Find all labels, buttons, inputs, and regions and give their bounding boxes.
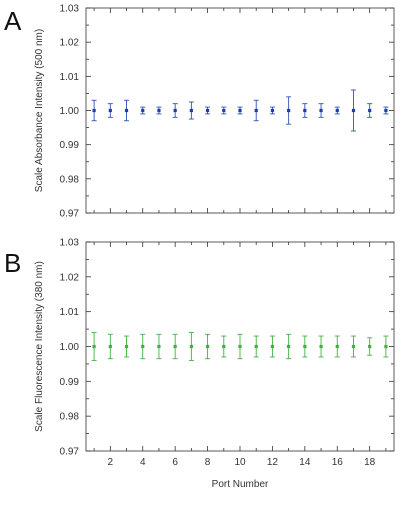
data-point: [335, 108, 339, 113]
data-point: [173, 108, 177, 113]
data-point: [351, 108, 356, 113]
x-axis-title: Port Number: [212, 479, 269, 490]
y-tick-label: 1.00: [60, 342, 80, 353]
data-point: [368, 344, 372, 349]
data-point: [189, 344, 193, 349]
data-point: [173, 344, 177, 349]
y-tick-label: 1.00: [60, 106, 80, 117]
x-tick-label: 18: [364, 457, 376, 468]
y-tick-label: 1.02: [60, 38, 80, 49]
data-point: [108, 344, 112, 349]
data-point: [222, 344, 226, 349]
data-point: [287, 344, 291, 349]
chart-panel-b: B 0.97 0.98 0.99 1.00 1.01 1.02 1.03 2 4 6 8 10 12 14 1…: [4, 238, 395, 490]
data-point: [270, 344, 275, 349]
data-point: [270, 108, 275, 113]
data-point: [124, 108, 129, 113]
data-point: [303, 344, 307, 349]
data-point: [287, 108, 291, 113]
data-point: [303, 108, 307, 113]
panel-letter: A: [4, 6, 22, 36]
data-point: [368, 108, 372, 113]
data-point: [189, 108, 193, 113]
data-point: [319, 344, 323, 349]
y-axis-title: Scale Absorbance Intensity (500 nm): [34, 29, 45, 192]
y-tick-label: 1.01: [60, 307, 80, 318]
data-point: [205, 108, 210, 113]
x-tick-label: 6: [172, 457, 178, 468]
data-point: [157, 108, 161, 113]
data-point: [384, 344, 388, 349]
y-tick-label: 1.03: [60, 4, 80, 15]
x-tick-label: 10: [234, 457, 246, 468]
x-tick-label: 16: [332, 457, 344, 468]
panel-letter: B: [4, 248, 21, 278]
y-tick-label: 1.03: [60, 238, 80, 249]
data-point: [205, 344, 210, 349]
x-tick-label: 12: [267, 457, 279, 468]
data-point: [238, 344, 242, 349]
y-tick-label: 1.02: [60, 272, 80, 283]
y-axis-title: Scale Fluorescence Intensity (380 nm): [34, 261, 45, 432]
x-tick-label: 2: [108, 457, 114, 468]
data-point: [141, 108, 145, 113]
y-tick-label: 0.99: [60, 140, 80, 151]
chart-panel-a: A 0.97 0.98 0.99 1.00 1.01 1.02 1.03 Scale Absor…: [4, 4, 395, 220]
data-point: [351, 344, 356, 349]
data-point: [254, 344, 258, 349]
x-tick-label: 4: [140, 457, 146, 468]
data-point: [384, 108, 388, 113]
data-point: [319, 108, 323, 113]
y-tick-label: 1.01: [60, 72, 80, 83]
data-point: [238, 108, 242, 113]
y-tick-label: 0.97: [60, 447, 80, 458]
x-tick-label: 8: [205, 457, 211, 468]
data-point: [92, 344, 96, 349]
data-point: [222, 108, 226, 113]
data-point: [254, 108, 258, 113]
data-point: [124, 344, 129, 349]
data-point: [108, 108, 112, 113]
y-tick-label: 0.97: [60, 209, 80, 220]
y-tick-label: 0.98: [60, 174, 80, 185]
data-point: [335, 344, 339, 349]
y-tick-label: 0.99: [60, 377, 80, 388]
x-tick-label: 14: [299, 457, 311, 468]
data-point: [141, 344, 145, 349]
y-tick-label: 0.98: [60, 412, 80, 423]
data-point: [92, 108, 96, 113]
data-point: [157, 344, 161, 349]
